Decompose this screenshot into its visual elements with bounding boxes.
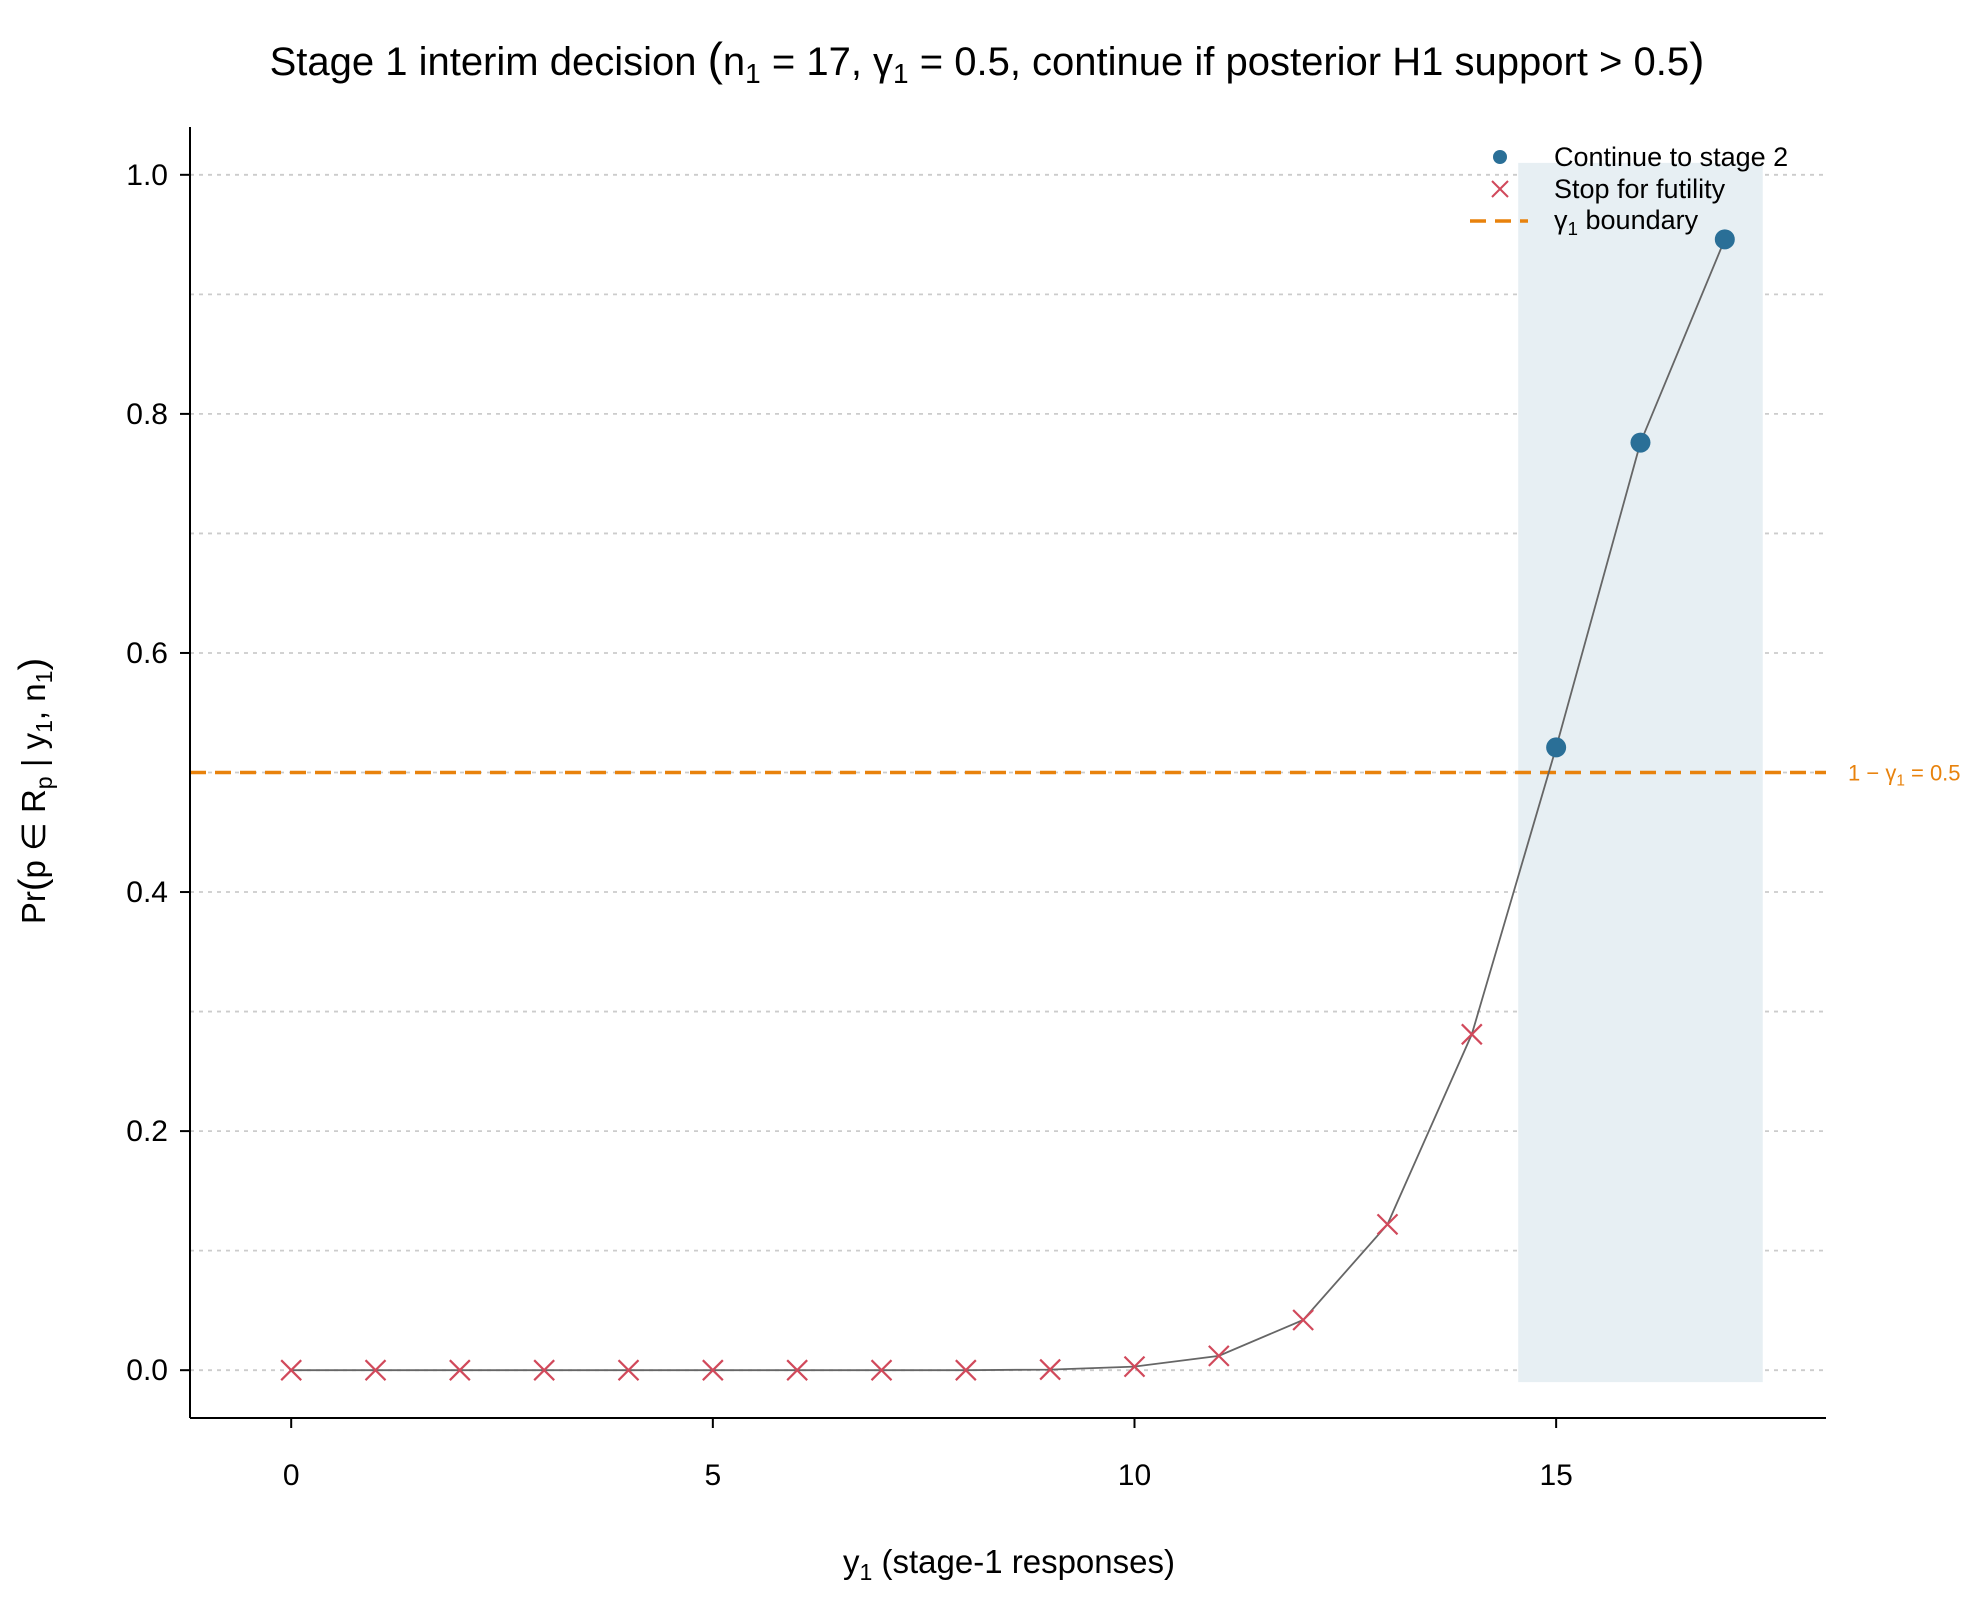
- chart-title: Stage 1 interim decision (n1 = 17, γ1 = …: [270, 33, 1705, 89]
- x-tick-label: 5: [705, 1459, 722, 1492]
- y-axis-ticks: 0.0 0.2 0.4 0.6 0.8 1.0: [126, 159, 190, 1387]
- continue-point: [1714, 229, 1735, 250]
- x-tick-label: 15: [1539, 1459, 1572, 1492]
- stop-point: [1376, 1213, 1399, 1236]
- y-tick-label: 0.2: [126, 1115, 168, 1148]
- data-markers: [280, 229, 1735, 1381]
- stop-point: [280, 1359, 302, 1381]
- x-tick-label: 10: [1118, 1459, 1151, 1492]
- stop-point: [955, 1359, 977, 1381]
- stop-point: [1461, 1023, 1483, 1046]
- y-tick-label: 0.6: [126, 637, 168, 670]
- legend-stop-marker: [1491, 180, 1509, 198]
- y-tick-label: 0.4: [126, 876, 168, 909]
- stop-point: [617, 1359, 640, 1381]
- legend-stop-label: Stop for futility: [1554, 174, 1726, 204]
- continue-point: [1546, 737, 1567, 758]
- stop-point: [870, 1359, 893, 1381]
- y-tick-label: 1.0: [126, 159, 168, 192]
- legend: Continue to stage 2 Stop for futility γ1…: [1470, 142, 1788, 240]
- stop-point: [364, 1359, 387, 1381]
- stop-point: [449, 1359, 471, 1381]
- legend-continue-marker: [1493, 150, 1507, 164]
- stop-point: [1039, 1358, 1061, 1381]
- y-tick-label: 0.0: [126, 1354, 168, 1387]
- plot-area: [190, 162, 1826, 1383]
- y-axis-label: Pr(p ∈ Rp | y1, n1): [12, 658, 57, 924]
- stop-point: [1292, 1309, 1314, 1331]
- stop-point: [533, 1359, 555, 1381]
- stop-point: [786, 1359, 808, 1381]
- stop-point: [1123, 1355, 1146, 1378]
- stop-point: [702, 1359, 724, 1381]
- legend-boundary-label: γ1 boundary: [1554, 205, 1699, 240]
- posterior-line: [291, 239, 1726, 1372]
- legend-continue-label: Continue to stage 2: [1554, 142, 1788, 172]
- continue-point: [1630, 432, 1651, 453]
- boundary-label: 1 − γ1 = 0.5: [1848, 761, 1961, 790]
- x-tick-label: 0: [283, 1459, 300, 1492]
- stop-point: [1208, 1345, 1230, 1367]
- y-tick-label: 0.8: [126, 398, 168, 431]
- x-axis-ticks: 0 5 10 15: [283, 1418, 1573, 1492]
- x-axis-label: y1 (stage-1 responses): [843, 1543, 1175, 1585]
